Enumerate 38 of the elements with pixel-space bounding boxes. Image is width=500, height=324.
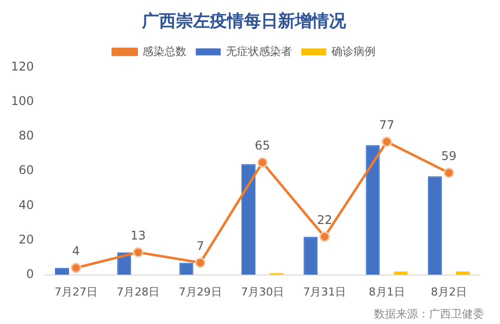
- legend-label: 感染总数: [142, 44, 186, 58]
- bar: [241, 164, 256, 275]
- data-label: 22: [316, 212, 332, 227]
- data-label: 65: [254, 138, 270, 153]
- bar: [428, 176, 442, 275]
- x-tick-label: 8月2日: [430, 285, 467, 298]
- x-tick-label: 7月30日: [240, 285, 284, 298]
- y-tick-label: 60: [18, 163, 34, 178]
- data-label: 4: [72, 244, 80, 258]
- point: [195, 257, 206, 268]
- data-label: 59: [441, 148, 457, 163]
- y-tick-label: 120: [11, 60, 34, 74]
- bar: [304, 236, 318, 275]
- data-label: 13: [130, 228, 146, 242]
- y-tick-label: 20: [18, 232, 34, 246]
- point: [382, 136, 392, 147]
- point: [319, 232, 330, 242]
- y-tick-label: 80: [18, 128, 34, 143]
- x-tick-label: 7月31日: [303, 285, 346, 298]
- legend-label: 确诊病例: [330, 44, 376, 58]
- chart-title: 广西崇左疫情每日新增情况: [141, 12, 347, 32]
- bar: [366, 145, 380, 275]
- legend-label: 无症状感染者: [226, 44, 292, 58]
- x-tick-label: 8月1日: [368, 285, 405, 298]
- data-label: 7: [196, 238, 204, 253]
- source-note: 数据来源：广西卫健委: [374, 307, 484, 320]
- point: [70, 262, 82, 274]
- point: [444, 168, 454, 178]
- point: [132, 247, 144, 258]
- bar: [55, 268, 69, 275]
- y-tick-label: 100: [11, 94, 34, 108]
- x-tick-label: 7月29日: [178, 285, 222, 298]
- y-tick-label: 0: [26, 266, 34, 281]
- data-label: 77: [379, 118, 394, 132]
- y-tick-label: 40: [18, 198, 34, 212]
- point: [257, 157, 268, 168]
- x-tick-label: 7月27日: [54, 285, 98, 298]
- x-tick-label: 7月28日: [116, 285, 160, 298]
